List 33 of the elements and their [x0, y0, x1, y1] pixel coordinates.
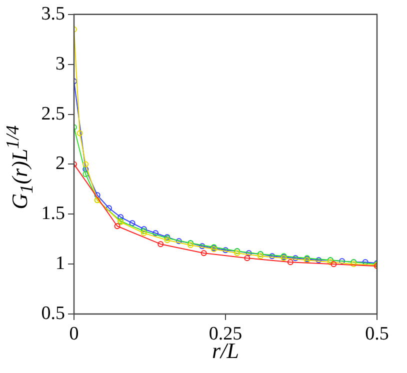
point: [76, 130, 83, 136]
point: [246, 250, 252, 256]
x-tick-label: 0.5: [365, 323, 389, 344]
point: [82, 166, 89, 172]
y-tick-label: 3: [56, 53, 65, 74]
point: [362, 259, 368, 266]
y-tick-label: 2: [56, 153, 65, 174]
y-tick-label: 3.5: [41, 3, 65, 24]
x-tick-label: 0: [69, 323, 79, 344]
point: [339, 258, 346, 264]
point: [222, 247, 228, 254]
x-tick-label: 0.25: [208, 323, 242, 344]
point: [199, 243, 206, 250]
point: [292, 255, 298, 262]
point: [316, 257, 322, 264]
y-tick-label: 1: [56, 253, 65, 274]
point: [114, 223, 120, 230]
point: [158, 241, 164, 248]
point: [82, 171, 89, 178]
point: [287, 259, 294, 266]
point: [330, 261, 337, 268]
point: [244, 255, 250, 262]
y-tick-label: 1.5: [41, 203, 65, 224]
point: [129, 220, 136, 226]
point: [176, 238, 182, 244]
point: [106, 205, 112, 212]
y-tick-label: 0.5: [41, 302, 65, 324]
point: [200, 250, 207, 256]
point: [118, 214, 124, 220]
point: [82, 161, 89, 168]
y-tick-label: 2.5: [41, 103, 65, 124]
point: [152, 230, 159, 236]
point: [269, 253, 276, 260]
